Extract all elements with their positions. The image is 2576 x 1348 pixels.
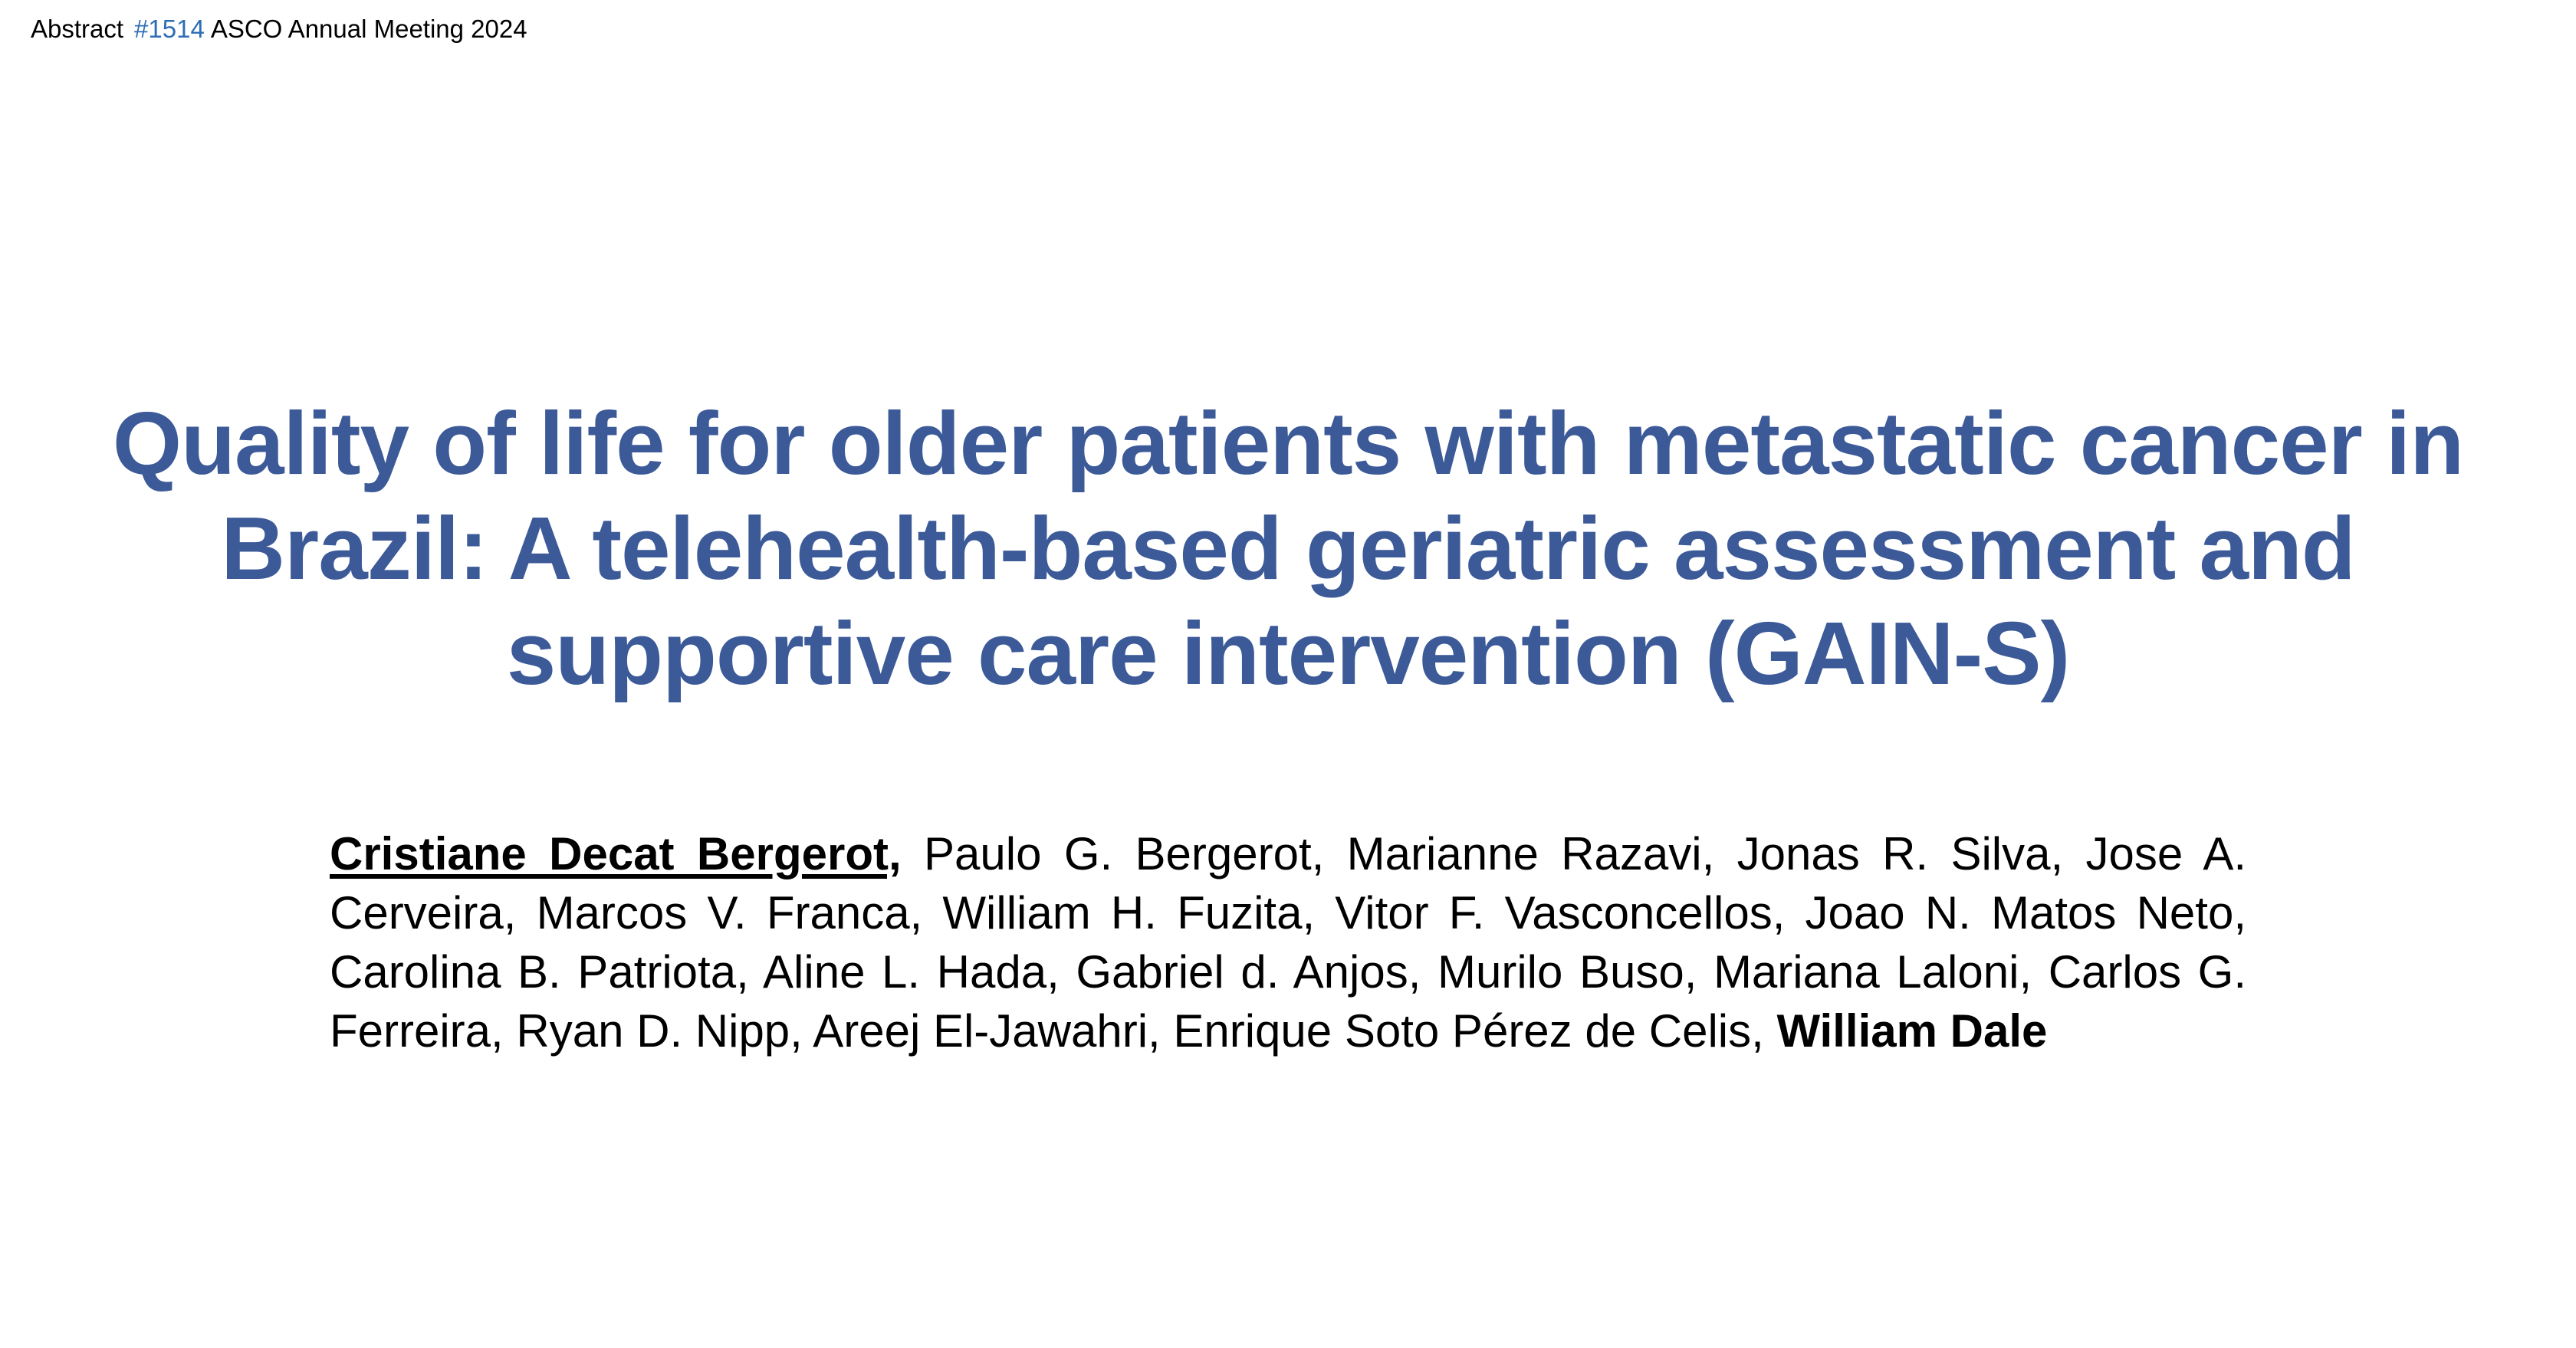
co-authors: Paulo G. Bergerot, Marianne Razavi, Jona… [330,828,2247,1057]
abstract-number: #1514 [134,15,205,43]
title-line-3: supportive care intervention (GAIN-S) [506,603,2070,703]
presentation-title: Quality of life for older patients with … [77,391,2499,706]
title-line-2: Brazil: A telehealth-based geriatric ass… [221,498,2355,598]
title-line-1: Quality of life for older patients with … [112,393,2464,493]
presenting-author: Cristiane Decat Bergerot, [330,828,902,879]
slide-header: Abstract #1514 ASCO Annual Meeting 2024 [31,14,527,44]
abstract-label: Abstract [31,15,124,43]
senior-author: William Dale [1776,1005,2048,1057]
meeting-name: ASCO Annual Meeting 2024 [210,15,527,43]
author-list: Cristiane Decat Bergerot, Paulo G. Berge… [330,824,2246,1060]
